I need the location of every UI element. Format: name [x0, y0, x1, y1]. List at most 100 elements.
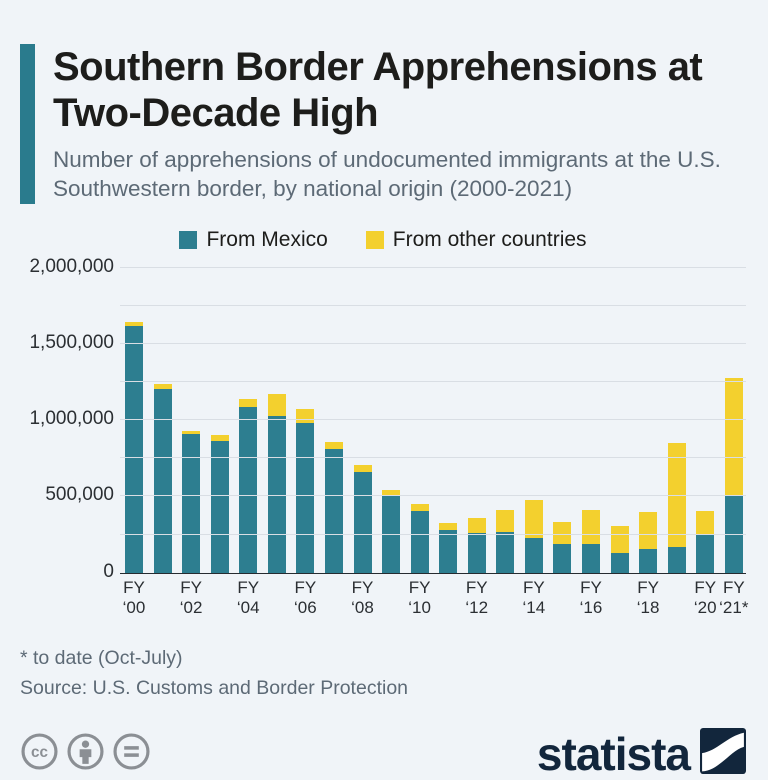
legend-item: From other countries [365, 227, 587, 252]
bar-segment-other [353, 465, 372, 472]
chart-area: 0 500,000 1,000,000 1,500,000 2,000,000 FY ‘0… [20, 256, 749, 622]
bar-segment-mexico [467, 532, 486, 573]
y-tick-label: 500,000 [45, 484, 114, 506]
gridline [120, 266, 746, 268]
bar-segment-other [267, 394, 286, 417]
bar-fy-‘01 [153, 384, 172, 573]
bar-fy-‘15 [553, 522, 572, 573]
bar-fy-‘08 [353, 465, 372, 573]
x-tick-label [382, 578, 400, 622]
x-tick-label [268, 578, 286, 622]
bar-segment-other [296, 409, 315, 423]
x-tick-label: FY ‘12 [465, 577, 489, 618]
x-tick-label: FY ‘10 [408, 577, 431, 618]
x-tick-label [553, 578, 571, 622]
statista-logo[interactable]: statista [537, 728, 746, 779]
bar-fy-‘14 [524, 499, 543, 573]
bar-segment-mexico [553, 544, 572, 573]
cc-by-icon[interactable] [66, 732, 105, 776]
legend: From Mexico From other countries [20, 228, 746, 252]
bar-fy-‘11 [439, 522, 458, 573]
chart-title: Southern Border Apprehensions at Two-Dec… [53, 45, 703, 135]
bar-fy-‘16 [582, 510, 600, 573]
x-tick-label: FY ‘21* [719, 577, 749, 618]
bar-segment-other [724, 377, 743, 497]
gridline [120, 419, 746, 421]
bar-segment-other [610, 526, 629, 554]
bar-segment-other [524, 499, 543, 538]
cc-nd-icon[interactable] [112, 732, 151, 776]
plot-wrap: FY ‘00 FY ‘02 FY ‘04 FY ‘06 FY ‘08 FY ‘10 FY ‘12 FY ‘14… [120, 266, 749, 622]
legend-swatch [365, 230, 384, 249]
bar-fy-‘20 [696, 511, 715, 573]
bar-fy-‘06 [296, 409, 315, 573]
legend-label: From other countries [392, 227, 587, 251]
bar-fy-‘02 [182, 430, 201, 573]
source-text: Source: U.S. Customs and Border Protecti… [20, 676, 409, 699]
x-tick-label: FY ‘14 [522, 577, 546, 618]
bar-segment-mexico [582, 543, 600, 573]
bar-segment-other [582, 510, 600, 544]
x-tick-label [668, 578, 686, 622]
bar-segment-mexico [639, 549, 658, 573]
x-tick-label: FY ‘04 [236, 577, 260, 618]
y-axis: 0 500,000 1,000,000 1,500,000 2,000,000 [20, 256, 120, 582]
bar-fy-‘10 [410, 504, 429, 573]
bar-segment-mexico [524, 538, 543, 573]
bar-segment-other [210, 434, 229, 441]
x-tick-label [439, 578, 457, 622]
x-tick-label: FY ‘08 [351, 577, 374, 618]
y-tick-label: 1,500,000 [29, 331, 114, 353]
footnote: * to date (Oct-July) [20, 646, 183, 669]
bar-fy-‘12 [467, 518, 486, 573]
gridline [120, 495, 746, 497]
x-tick-label: FY ‘02 [179, 577, 203, 618]
bar-segment-other [239, 398, 258, 408]
bar-fy-‘04 [239, 398, 258, 573]
y-tick-label: 1,000,000 [29, 408, 114, 430]
gridline [120, 304, 746, 306]
bar-segment-other [553, 522, 572, 545]
gridline [120, 533, 746, 535]
bar-segment-other [382, 490, 401, 496]
x-tick-label [154, 578, 172, 622]
bar-segment-mexico [610, 553, 629, 573]
gridline [120, 381, 746, 382]
bar-fy-‘09 [382, 490, 401, 573]
bar-segment-mexico [239, 407, 258, 573]
statista-logo-mark [700, 728, 746, 779]
bar-segment-other [324, 441, 343, 450]
cc-icon[interactable]: cc [20, 732, 59, 776]
bar-fy-‘18 [639, 512, 658, 573]
bar-segment-other [467, 518, 486, 533]
bar-segment-mexico [153, 388, 172, 573]
x-tick-label [325, 578, 343, 622]
bar-segment-mexico [125, 326, 143, 573]
bar-fy-‘00 [125, 322, 143, 573]
legend-item: From Mexico [179, 228, 328, 252]
bar-segment-mexico [182, 433, 201, 573]
bar-fy-‘19 [667, 442, 686, 573]
y-tick-label: 2,000,000 [29, 255, 114, 277]
gridline [120, 457, 746, 459]
x-tick-label: FY ‘16 [579, 577, 603, 618]
bar-segment-mexico [496, 532, 515, 573]
bottom-row: cc statista [20, 728, 746, 779]
bar-segment-mexico [353, 471, 372, 573]
x-tick-label [611, 578, 629, 622]
title-block: Southern Border Apprehensions at Two-Dec… [53, 44, 746, 204]
bar-fy-‘05 [267, 394, 286, 573]
bar-segment-mexico [324, 449, 343, 573]
license-icons: cc [20, 732, 151, 776]
gridline [120, 342, 746, 344]
legend-swatch [179, 230, 198, 249]
x-tick-label [211, 578, 229, 622]
bar-segment-other [496, 509, 515, 533]
bar-fy-‘07 [324, 441, 343, 573]
bar-fy-‘17 [610, 526, 629, 573]
x-tick-label: FY ‘18 [636, 577, 660, 618]
title-accent-bar [20, 44, 35, 204]
y-tick-label: 0 [103, 560, 114, 582]
bar-segment-mexico [210, 440, 229, 573]
